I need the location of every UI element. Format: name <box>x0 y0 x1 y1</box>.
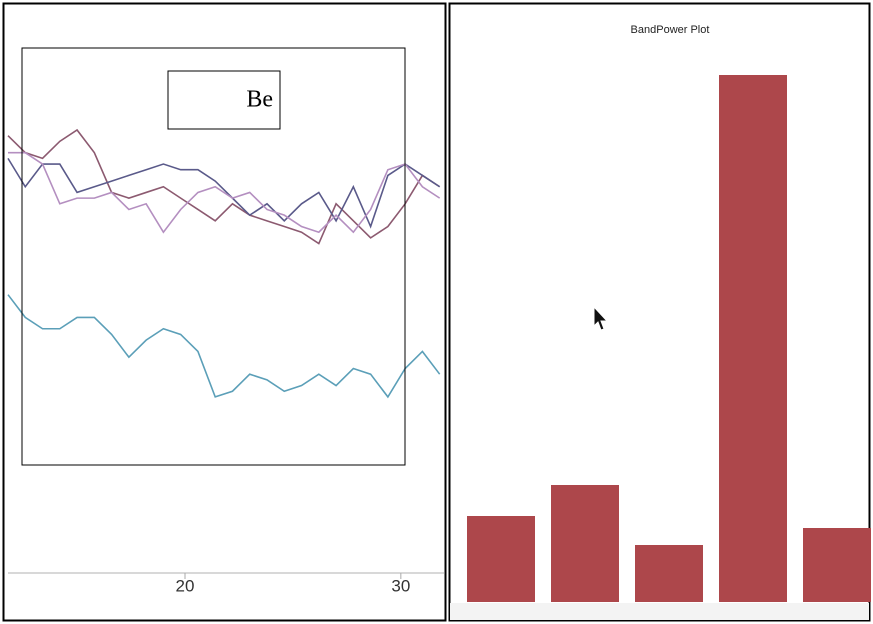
line-series <box>8 151 441 234</box>
bar-chart: BandPower Plot <box>467 24 871 602</box>
annotation-box <box>167 70 281 130</box>
bar <box>803 528 871 602</box>
bar <box>467 516 535 602</box>
line-chart: 20 30 <box>7 128 444 595</box>
line-series <box>7 294 441 399</box>
bar <box>635 545 703 602</box>
bar <box>719 75 787 602</box>
x-tick-label: 30 <box>391 576 410 595</box>
line-series <box>7 128 441 245</box>
mouse-cursor <box>593 305 609 331</box>
chart-title: BandPower Plot <box>631 24 710 36</box>
line-series <box>7 157 441 229</box>
x-tick-label: 20 <box>176 576 195 595</box>
bar <box>551 485 619 602</box>
overlay-box <box>21 47 406 466</box>
bar-footer <box>450 603 869 620</box>
annotation: Be <box>246 87 273 113</box>
